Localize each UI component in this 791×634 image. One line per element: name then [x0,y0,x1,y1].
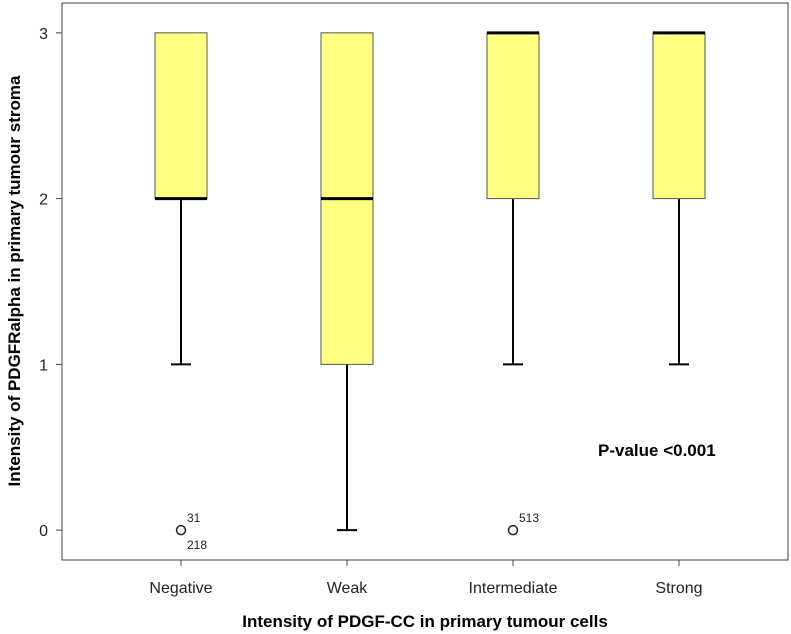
x-tick-label: Intermediate [469,580,558,597]
box-weak [320,32,374,532]
x-tick-label: Strong [655,580,702,597]
outlier-label: 31 [187,511,201,525]
y-tick-label: 1 [39,357,48,374]
outlier-label: 218 [187,538,207,552]
y-tick-label: 0 [39,523,48,540]
x-axis-title: Intensity of PDGF-CC in primary tumour c… [242,612,608,631]
box-strong [652,31,706,366]
outlier-point [507,524,519,536]
box-series: 31 218 513 [154,31,706,552]
y-axis-title: Intensity of PDGFRalpha in primary tumou… [5,75,24,486]
box-intermediate: 513 [486,31,540,536]
iqr-box [652,32,706,200]
y-tick-label: 3 [39,26,48,43]
x-tick-label: Negative [149,580,212,597]
y-axis: 0 1 2 3 [39,26,62,540]
outlier-label: 513 [519,511,539,525]
iqr-box [154,32,208,200]
x-tick-label: Weak [327,580,369,597]
x-axis: Negative Weak Intermediate Strong [149,560,703,597]
outlier-point [175,524,187,536]
iqr-box [486,32,540,200]
y-tick-label: 2 [39,192,48,209]
box-negative: 31 218 [154,32,208,552]
p-value-annotation: P-value <0.001 [598,441,716,460]
plot-frame [61,2,789,561]
